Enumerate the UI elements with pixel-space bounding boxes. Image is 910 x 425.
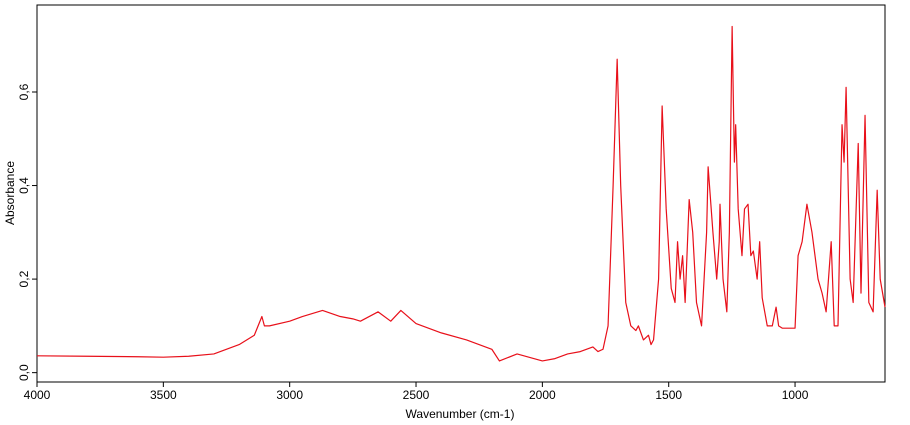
y-tick-label: 0,6	[17, 83, 31, 100]
y-tick-label: 0,2	[17, 270, 31, 287]
y-tick-label: 0,0	[17, 364, 31, 381]
x-tick-label: 3000	[276, 388, 303, 402]
x-tick-label: 1000	[782, 388, 809, 402]
y-tick-label: 0,4	[17, 177, 31, 194]
x-tick-label: 4000	[24, 388, 51, 402]
spectrum-line	[36, 25, 886, 362]
x-tick-label: 2000	[529, 388, 556, 402]
y-axis-label: Absorbance	[3, 161, 17, 225]
x-tick-label: 2500	[403, 388, 430, 402]
x-tick-label: 1500	[655, 388, 682, 402]
x-axis-label: Wavenumber (cm-1)	[406, 407, 515, 421]
x-tick-label: 3500	[150, 388, 177, 402]
plot-frame	[36, 4, 886, 383]
